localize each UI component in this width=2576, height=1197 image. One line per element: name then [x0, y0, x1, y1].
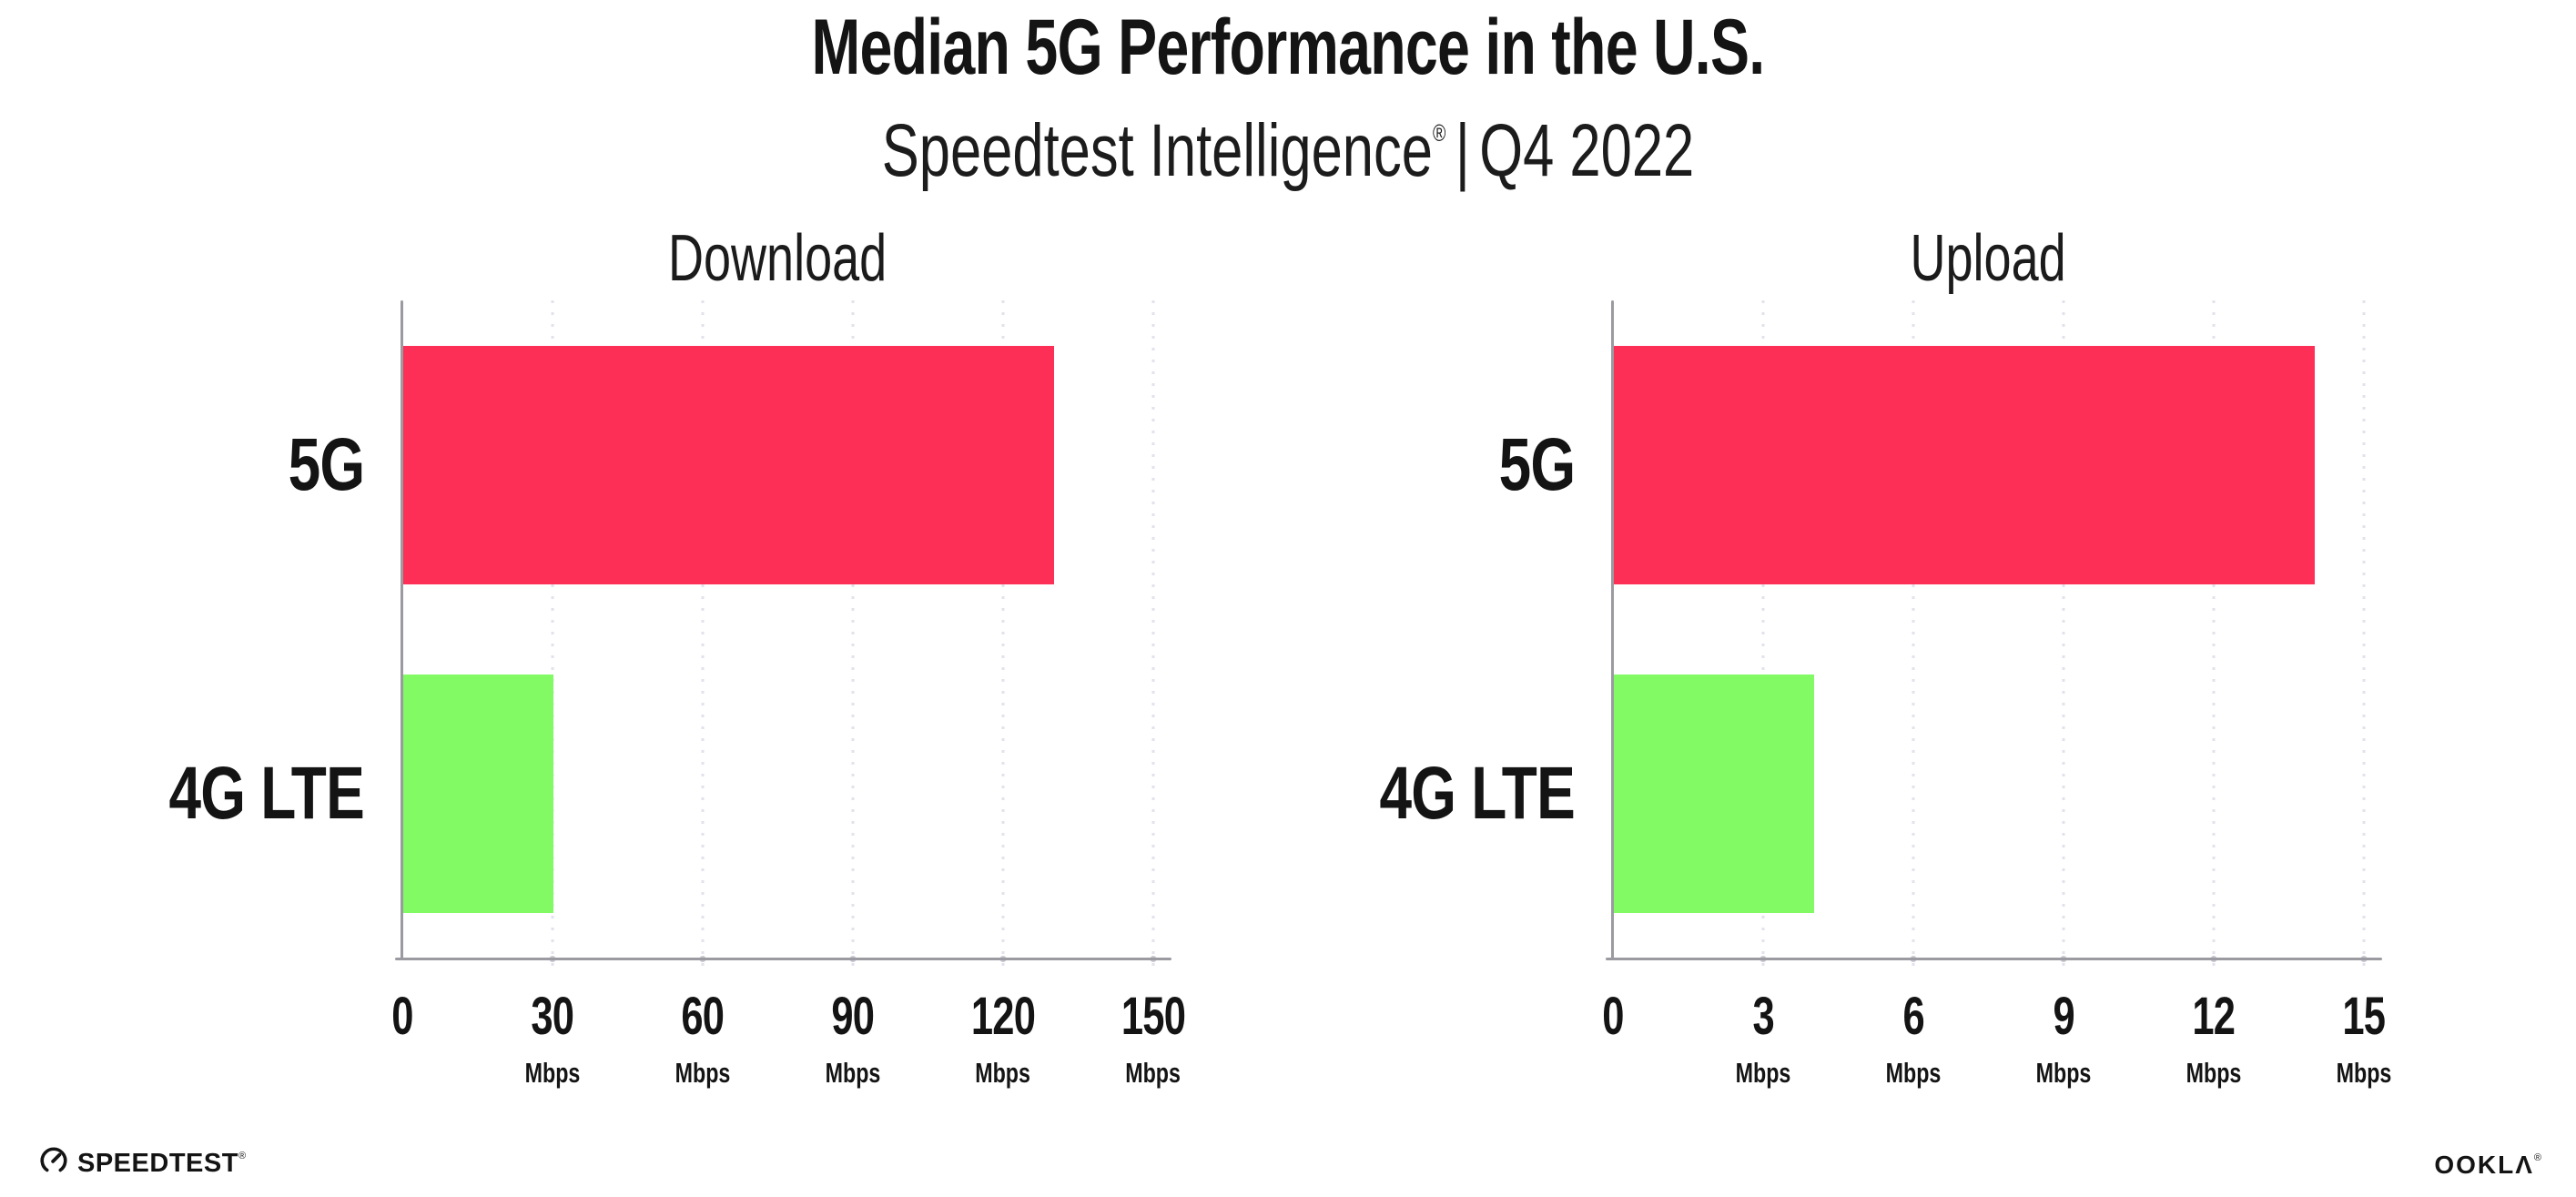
row-label-5g: 5G — [1477, 422, 1576, 506]
x-tick-unit: Mbps — [1125, 1057, 1182, 1089]
gridline-12 — [2212, 300, 2216, 967]
row-label-text: 4G LTE — [168, 751, 365, 835]
x-tick-value: 15 — [2342, 987, 2387, 1046]
x-tick-value: 30 — [531, 987, 575, 1046]
download-plot-area — [395, 300, 1171, 967]
x-tick-value: 3 — [1752, 987, 1774, 1046]
x-tick-90: 90 Mbps — [816, 989, 890, 1089]
ookla-logo: OOKLΛ® — [2434, 1145, 2543, 1178]
x-tick-value: 90 — [831, 987, 876, 1046]
x-tick-120: 120 Mbps — [960, 989, 1046, 1089]
page-subtitle-text: Speedtest Intelligence® | Q4 2022 — [882, 87, 1695, 197]
upload-plot-area — [1606, 300, 2382, 967]
x-tick-12: 12 Mbps — [2177, 989, 2251, 1089]
gridline-9 — [2062, 300, 2065, 967]
y-axis-line — [401, 300, 403, 959]
ookla-wordmark: OOKLΛ — [2434, 1151, 2534, 1179]
gridline-30 — [551, 300, 554, 967]
x-tick-30: 30 Mbps — [516, 989, 590, 1089]
x-tick-value: 9 — [2053, 987, 2074, 1046]
download-chart-title: Download — [668, 222, 887, 295]
x-tick-value: 0 — [1602, 987, 1624, 1046]
5g-bar — [1614, 345, 2315, 584]
x-tick-value: 60 — [681, 987, 725, 1046]
5g-bar — [403, 345, 1054, 584]
registered-mark: ® — [1432, 119, 1446, 147]
x-tick-unit: Mbps — [2336, 1057, 2392, 1089]
speedtest-wordmark: SPEEDTEST® — [77, 1149, 247, 1178]
row-label-text: 5G — [1498, 422, 1576, 506]
subtitle-period: Q4 2022 — [1479, 109, 1695, 192]
speedtest-gauge-icon — [40, 1146, 67, 1172]
gridline-150 — [1151, 300, 1155, 967]
x-tick-unit: Mbps — [1735, 1057, 1791, 1089]
x-tick-150: 150 Mbps — [1111, 989, 1196, 1089]
gridline-15 — [2362, 300, 2366, 967]
speedtest-logo: SPEEDTEST® — [38, 1143, 247, 1177]
x-tick-0: 0 — [388, 989, 416, 1045]
gridline-6 — [1912, 300, 1915, 967]
gridline-60 — [701, 300, 705, 967]
x-tick-value: 150 — [1121, 987, 1186, 1046]
row-label-text: 5G — [288, 422, 365, 506]
row-label-5g: 5G — [267, 422, 365, 506]
x-tick-value: 6 — [1902, 987, 1924, 1046]
x-tick-15: 15 Mbps — [2328, 989, 2401, 1089]
gridline-3 — [1761, 300, 1765, 967]
4g-lte-bar — [403, 674, 553, 913]
ookla-registered-mark: ® — [2533, 1152, 2543, 1163]
y-axis-line — [1611, 300, 1614, 959]
x-tick-9: 9 Mbps — [2027, 989, 2101, 1089]
row-label-4g-lte: 4G LTE — [114, 751, 365, 835]
x-tick-6: 6 Mbps — [1877, 989, 1951, 1089]
x-tick-unit: Mbps — [975, 1057, 1031, 1089]
gridline-120 — [1001, 300, 1005, 967]
upload-chart-title: Upload — [1910, 222, 2067, 295]
x-tick-value: 12 — [2192, 987, 2236, 1046]
speedtest-registered-mark: ® — [238, 1151, 247, 1161]
page-title-text: Median 5G Performance in the U.S. — [811, 4, 1766, 91]
x-axis-line — [395, 958, 1171, 960]
row-label-4g-lte: 4G LTE — [1324, 751, 1576, 835]
gridline-90 — [851, 300, 855, 967]
x-tick-value: 0 — [391, 987, 413, 1046]
x-tick-unit: Mbps — [1885, 1057, 1942, 1089]
subtitle-separator: | — [1455, 109, 1470, 192]
x-tick-60: 60 Mbps — [666, 989, 740, 1089]
4g-lte-bar — [1614, 674, 1814, 913]
x-tick-unit: Mbps — [674, 1057, 731, 1089]
x-tick-unit: Mbps — [2186, 1057, 2242, 1089]
x-tick-unit: Mbps — [2035, 1057, 2092, 1089]
x-axis-line — [1606, 958, 2382, 960]
x-tick-unit: Mbps — [524, 1057, 581, 1089]
x-tick-unit: Mbps — [825, 1057, 881, 1089]
x-tick-0: 0 — [1598, 989, 1627, 1045]
page-subtitle: Speedtest Intelligence® | Q4 2022 — [0, 87, 2576, 197]
subtitle-brand: Speedtest Intelligence — [881, 109, 1433, 192]
row-label-text: 4G LTE — [1379, 751, 1576, 835]
page-title: Median 5G Performance in the U.S. — [0, 2, 2576, 93]
x-tick-3: 3 Mbps — [1727, 989, 1800, 1089]
x-tick-value: 120 — [970, 987, 1036, 1046]
